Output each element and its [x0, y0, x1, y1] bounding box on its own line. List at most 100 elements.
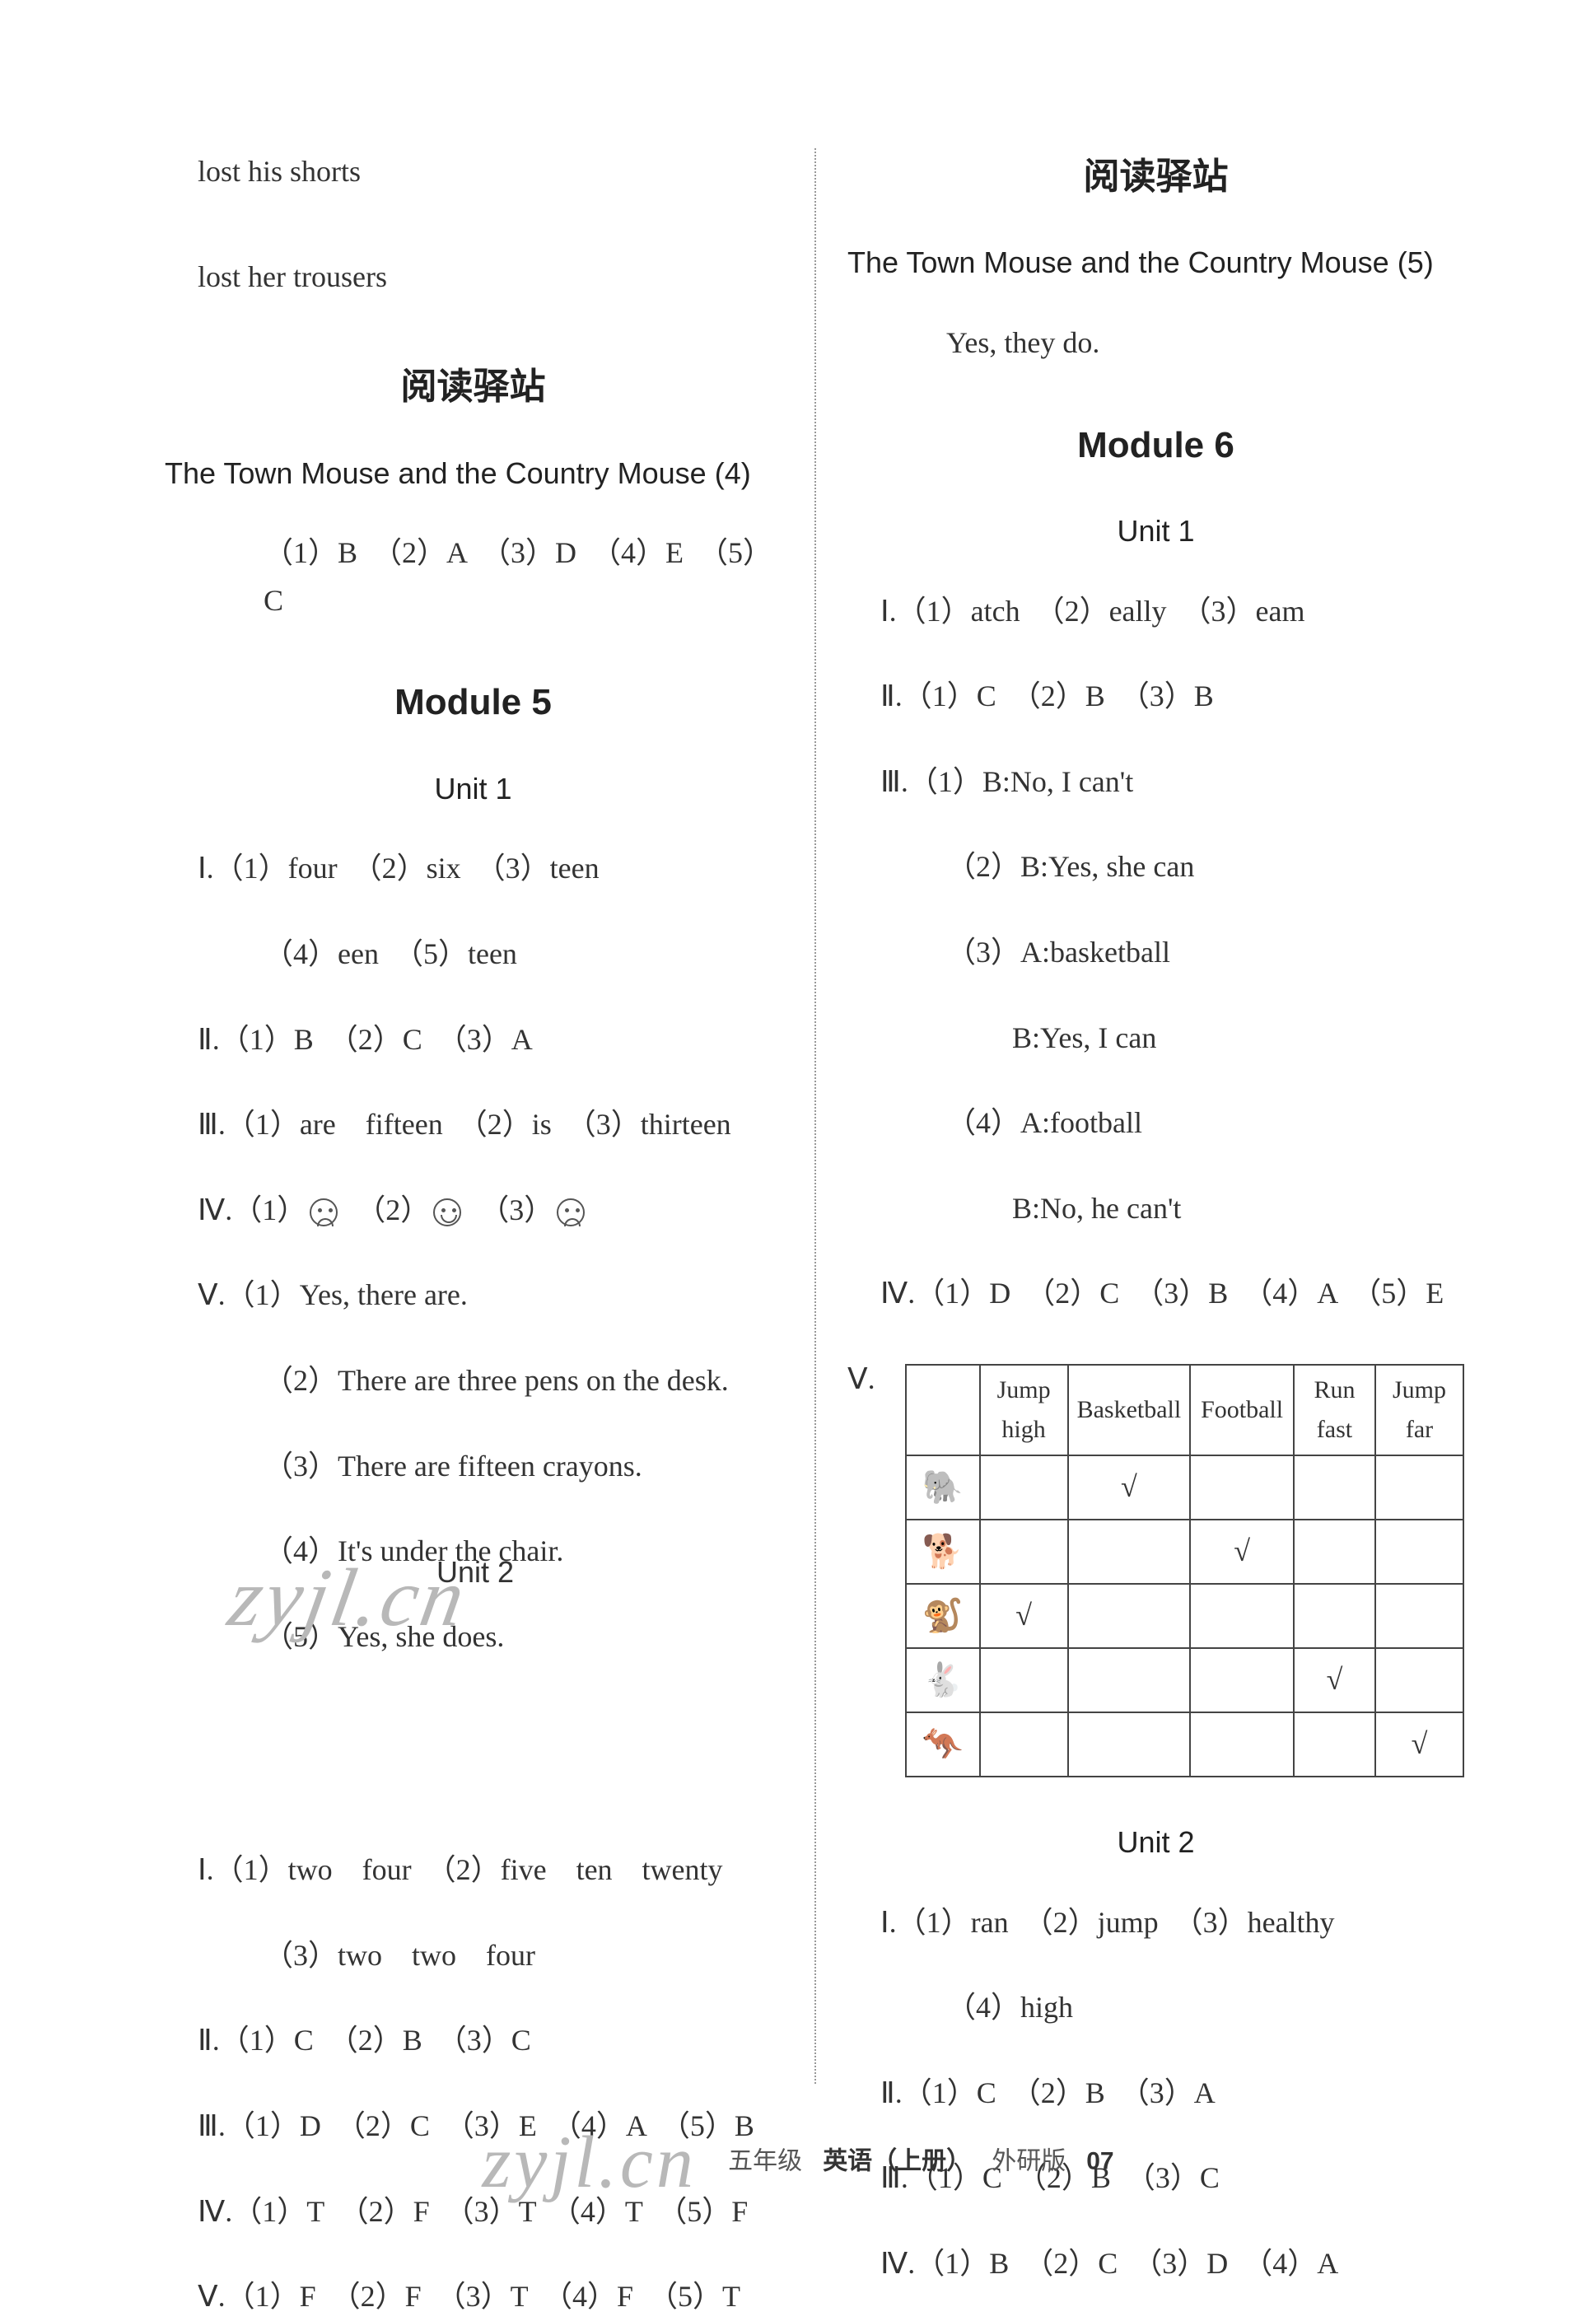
reading-station-heading: 阅读驿站 [847, 148, 1464, 206]
answer-line-faces: Ⅳ.（1） （2） （3） [165, 1187, 782, 1235]
table-cell [1294, 1455, 1375, 1520]
left-column: lost his shorts lost her trousers 阅读驿站 T… [148, 148, 814, 2084]
table-header: Jump far [1375, 1365, 1463, 1455]
answer-mid: （3） [464, 1193, 553, 1226]
answer-line: Ⅱ.（1）C （2）B （3）B [847, 673, 1464, 721]
check-icon: √ [1015, 1599, 1032, 1632]
column-divider [814, 148, 816, 2084]
answer-line: （2）B:Yes, she can [847, 843, 1464, 891]
check-icon: √ [1327, 1663, 1343, 1696]
table-header: Basketball [1068, 1365, 1191, 1455]
answer-prefix: Ⅳ.（1） [198, 1193, 306, 1226]
table-header: Jump high [980, 1365, 1068, 1455]
check-icon: √ [1412, 1727, 1428, 1760]
answer-line: Ⅰ.（1）two four （2）five ten twenty [165, 1847, 782, 1894]
table-cell: √ [980, 1584, 1068, 1648]
table-cell [980, 1520, 1068, 1584]
page-content: lost his shorts lost her trousers 阅读驿站 T… [148, 148, 1481, 2084]
elephant-icon: 🐘 [906, 1455, 980, 1520]
skill-table: Jump high Basketball Football Run fast J… [905, 1364, 1464, 1777]
table-cell [1190, 1648, 1294, 1712]
table-header-blank [906, 1365, 980, 1455]
answer-line: Ⅱ.（1）C （2）B （3）A [847, 2070, 1464, 2118]
page-footer: zyjl.cn 五年级 英语（上册） 外研版 07 [0, 2120, 1596, 2205]
reading-station-heading: 阅读驿站 [165, 358, 782, 416]
footer-subject: 英语（上册） [823, 2147, 971, 2174]
table-cell [1375, 1648, 1463, 1712]
sad-face-icon [557, 1198, 585, 1226]
module-heading: Module 6 [847, 417, 1464, 474]
unit-heading: Unit 2 [847, 1819, 1464, 1866]
story-title: The Town Mouse and the Country Mouse (5) [847, 239, 1464, 287]
answer-line: B:Yes, I can [847, 1015, 1464, 1062]
rabbit-icon: 🐇 [906, 1648, 980, 1712]
answer-line: Ⅴ.（1）F （2）F （3）T （4）F （5）T [165, 2273, 782, 2321]
table-cell: √ [1190, 1520, 1294, 1584]
table-cell [1294, 1520, 1375, 1584]
skill-table-row: Ⅴ. Jump high Basketball Football Run fas… [847, 1356, 1464, 1777]
smile-face-icon [433, 1198, 461, 1226]
table-row: 🐇 √ [906, 1648, 1463, 1712]
table-cell: √ [1375, 1712, 1463, 1777]
sad-face-icon [310, 1198, 338, 1226]
table-row: 🐘 √ [906, 1455, 1463, 1520]
table-cell [1068, 1584, 1191, 1648]
footer-page-number: 07 [1086, 2147, 1113, 2174]
table-row: 🐕 √ [906, 1520, 1463, 1584]
text-line: lost his shorts [165, 148, 782, 196]
spacer [165, 1698, 782, 1847]
table-cell [1068, 1712, 1191, 1777]
module-heading: Module 5 [165, 674, 782, 731]
watermark-text: zyjl.cn [482, 2120, 696, 2205]
answer-line: Ⅲ.（1）B:No, I can't [847, 759, 1464, 806]
table-row: 🐒 √ [906, 1584, 1463, 1648]
answer-line: Ⅳ.（1）B （2）C （3）D （4）A [847, 2240, 1464, 2288]
table-header-row: Jump high Basketball Football Run fast J… [906, 1365, 1463, 1455]
answer-line: Ⅳ.（1）D （2）C （3）B （4）A （5）E [847, 1270, 1464, 1318]
answer-line: （1）B （2）A （3）D （4）E （5）C [165, 530, 782, 624]
story-title: The Town Mouse and the Country Mouse (4) [165, 450, 782, 497]
table-cell [980, 1712, 1068, 1777]
table-cell [1190, 1584, 1294, 1648]
unit-heading: Unit 1 [165, 765, 782, 813]
answer-line: Ⅰ.（1）atch （2）eally （3）eam [847, 588, 1464, 636]
unit-heading: Unit 1 [847, 507, 1464, 555]
table-cell [1190, 1455, 1294, 1520]
answer-mid: （2） [341, 1193, 430, 1226]
text-line: lost her trousers [165, 254, 782, 301]
section-label: Ⅴ. [847, 1356, 897, 1403]
answer-line: （2）There are three pens on the desk. [165, 1357, 782, 1405]
answer-line: （3）There are fifteen crayons. [165, 1443, 782, 1491]
footer-grade: 五年级 [728, 2147, 802, 2174]
answer-line: Ⅰ.（1）ran （2）jump （3）healthy [847, 1899, 1464, 1947]
table-row: 🦘 √ [906, 1712, 1463, 1777]
answer-line: B:No, he can't [847, 1185, 1464, 1233]
check-icon: √ [1234, 1534, 1250, 1567]
check-icon: √ [1121, 1470, 1137, 1503]
table-cell [1375, 1584, 1463, 1648]
answer-line: （4）een （5）teen [165, 931, 782, 978]
table-cell [1068, 1520, 1191, 1584]
table-cell [1375, 1455, 1463, 1520]
answer-line: （4）A:football [847, 1100, 1464, 1147]
table-cell: √ [1068, 1455, 1191, 1520]
answer-line: Ⅱ.（1）B （2）C （3）A [165, 1016, 782, 1064]
answer-line: （4）high [847, 1984, 1464, 2032]
dog-icon: 🐕 [906, 1520, 980, 1584]
monkey-icon: 🐒 [906, 1584, 980, 1648]
table-cell [1068, 1648, 1191, 1712]
table-cell [1190, 1712, 1294, 1777]
footer-edition: 外研版 [992, 2147, 1066, 2174]
unit-heading: Unit 2 [436, 1548, 514, 1596]
table-cell [980, 1648, 1068, 1712]
answer-line: Yes, they do. [847, 320, 1464, 367]
answer-line: （3）two two four [165, 1932, 782, 1980]
table-cell [1294, 1584, 1375, 1648]
answer-line: Ⅰ.（1）four （2）six （3）teen [165, 845, 782, 893]
table-header: Football [1190, 1365, 1294, 1455]
table-cell: √ [1294, 1648, 1375, 1712]
table-cell [1294, 1712, 1375, 1777]
kangaroo-icon: 🦘 [906, 1712, 980, 1777]
answer-line: Ⅴ.（1）Yes, there are. [165, 1272, 782, 1319]
answer-line: Ⅲ.（1）are fifteen （2）is （3）thirteen [165, 1101, 782, 1149]
